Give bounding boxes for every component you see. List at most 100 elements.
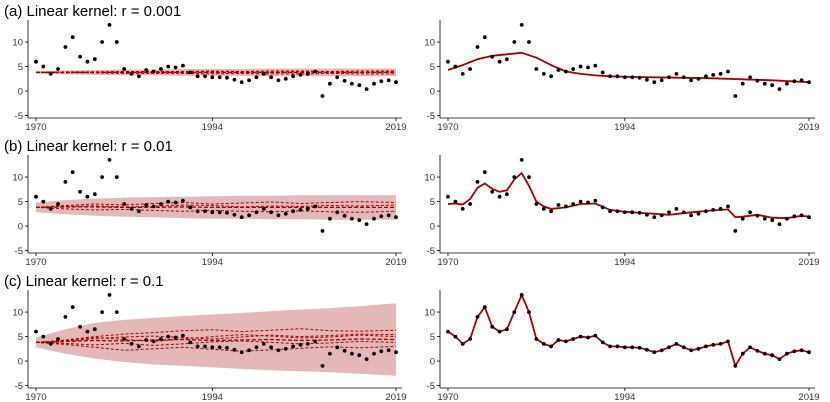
data-point — [328, 216, 332, 221]
data-point — [137, 344, 141, 349]
data-point — [726, 204, 730, 209]
sample-path-3 — [35, 204, 397, 208]
data-point — [659, 348, 664, 353]
y-tick-label: -5 — [427, 381, 435, 392]
data-point — [674, 72, 679, 76]
data-point — [342, 213, 347, 218]
x-tick-label: 1970 — [25, 257, 46, 268]
sample-path-4 — [35, 340, 397, 346]
data-point — [711, 208, 716, 212]
data-point — [305, 342, 310, 346]
data-point — [770, 353, 775, 358]
x-tick-label: 2019 — [798, 257, 819, 268]
data-point — [475, 45, 480, 49]
data-point — [283, 211, 288, 216]
data-point — [283, 76, 288, 81]
data-point — [519, 158, 524, 162]
data-point — [681, 75, 686, 80]
data-point — [386, 213, 391, 218]
data-point — [785, 351, 789, 356]
fitted-mean-line — [35, 338, 397, 344]
data-point — [615, 74, 620, 79]
data-point — [269, 345, 273, 350]
data-point — [527, 175, 531, 180]
data-point — [622, 210, 627, 215]
data-point — [718, 72, 723, 76]
data-point — [261, 207, 266, 211]
data-point — [527, 310, 531, 314]
data-point — [78, 54, 82, 59]
data-point — [379, 79, 384, 84]
data-point — [298, 208, 303, 212]
data-point — [630, 210, 635, 215]
data-point — [313, 204, 318, 209]
data-point — [379, 349, 384, 354]
data-point — [564, 69, 568, 74]
data-point — [56, 337, 60, 341]
data-point — [696, 76, 701, 81]
data-point — [556, 203, 561, 207]
data-point — [357, 83, 362, 88]
data-point — [114, 175, 119, 180]
data-point — [100, 175, 104, 180]
data-point — [453, 64, 458, 69]
data-point — [733, 364, 738, 368]
data-point — [372, 81, 376, 86]
data-point — [593, 63, 598, 68]
x-tick-label: 2019 — [798, 392, 819, 402]
y-tick-label: 5 — [18, 197, 23, 208]
data-point — [364, 357, 369, 361]
data-point — [505, 192, 509, 197]
data-point — [92, 327, 97, 332]
data-point — [762, 216, 767, 221]
data-point — [195, 344, 200, 349]
data-point — [659, 213, 664, 218]
data-point — [792, 349, 797, 354]
data-point — [748, 210, 752, 215]
data-point — [107, 293, 112, 297]
data-point — [615, 209, 620, 214]
data-point — [541, 207, 546, 211]
data-point — [740, 81, 745, 86]
data-point — [608, 209, 612, 214]
data-point — [291, 209, 295, 214]
sample-path-5 — [35, 334, 397, 343]
data-point — [681, 345, 686, 350]
data-point — [704, 344, 708, 349]
x-tick-label: 2019 — [385, 257, 406, 268]
data-point — [335, 345, 340, 350]
data-point — [217, 345, 222, 350]
data-point — [85, 59, 90, 64]
data-point — [799, 348, 804, 353]
data-point — [482, 305, 487, 309]
data-point — [667, 210, 671, 215]
y-tick-label: 5 — [430, 62, 435, 73]
y-tick-label: 5 — [430, 332, 435, 343]
x-tick-label: 2019 — [385, 392, 406, 402]
data-point — [386, 348, 391, 353]
data-point — [482, 170, 487, 175]
data-point — [733, 229, 738, 233]
data-point — [350, 81, 354, 86]
y-tick-label: 10 — [424, 172, 435, 183]
data-point — [144, 338, 149, 342]
data-point — [85, 329, 90, 334]
data-point — [225, 75, 229, 80]
data-point — [468, 202, 472, 206]
data-point — [350, 216, 354, 221]
x-tick-label: 1994 — [614, 392, 635, 402]
data-point — [637, 75, 642, 80]
y-tick-label: 5 — [430, 197, 435, 208]
data-point — [122, 337, 127, 341]
data-point — [181, 63, 185, 68]
data-point — [261, 342, 266, 346]
data-point — [667, 345, 671, 350]
data-point — [137, 209, 141, 214]
data-point — [217, 210, 222, 215]
sample-path-1 — [35, 328, 397, 343]
data-point — [364, 222, 369, 227]
data-point — [600, 205, 605, 210]
data-point — [305, 207, 310, 211]
sample-path-1 — [35, 70, 396, 73]
data-point — [232, 77, 237, 82]
